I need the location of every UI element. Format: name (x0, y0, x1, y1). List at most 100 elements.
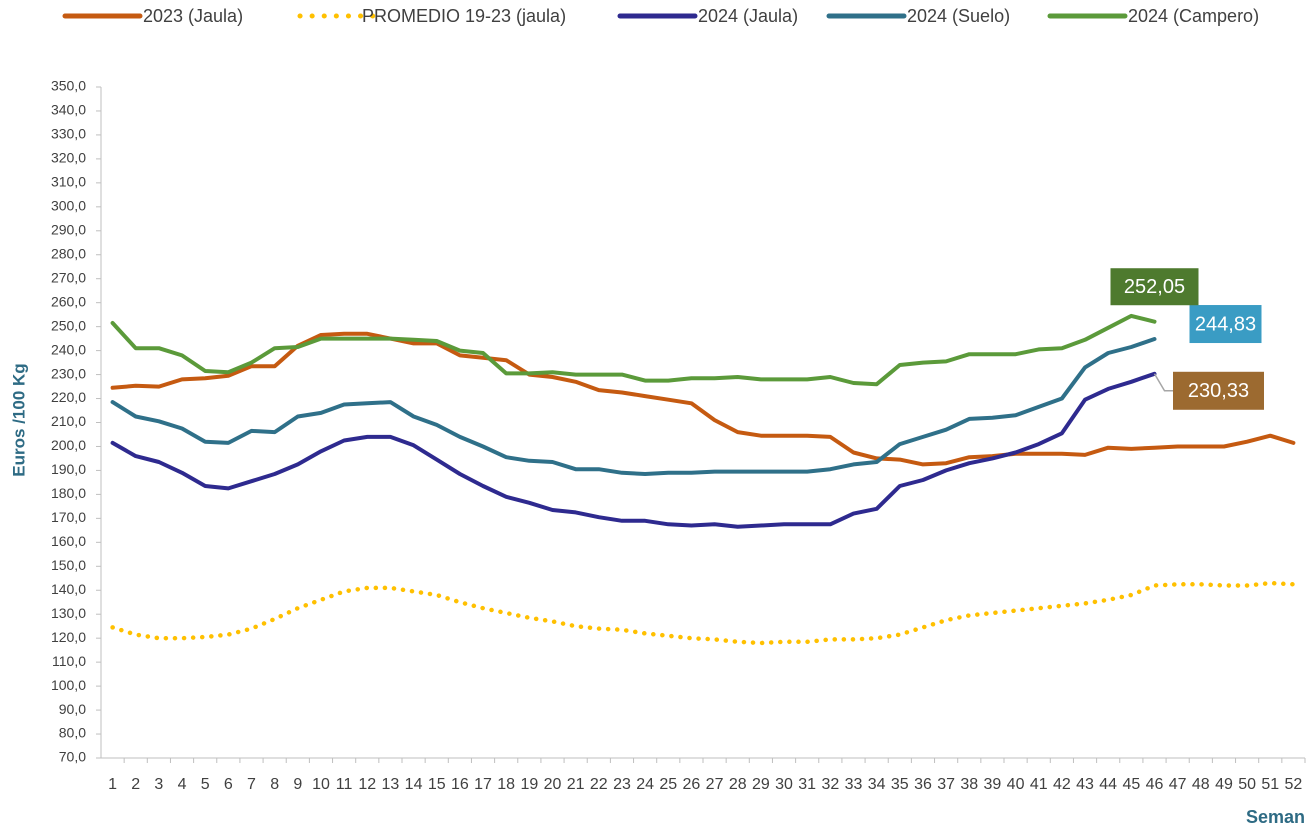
series-line (110, 371, 1157, 529)
x-tick-label: 38 (960, 776, 978, 793)
value-label-box (1189, 305, 1262, 344)
x-tick-label: 1 (108, 776, 117, 793)
x-tick-label: 28 (729, 776, 747, 793)
legend-label: 2024 (Campero) (1128, 6, 1259, 26)
series-line (110, 313, 1157, 387)
y-tick-label: 280,0 (51, 245, 86, 261)
y-tick-label: 300,0 (51, 198, 86, 214)
x-tick-label: 4 (178, 776, 187, 793)
x-tick-label: 31 (798, 776, 816, 793)
y-tick-label: 250,0 (51, 317, 86, 333)
x-tick-label: 16 (451, 776, 469, 793)
x-tick-label: 51 (1261, 776, 1279, 793)
value-label-box (1173, 371, 1264, 410)
x-tick-label: 20 (544, 776, 562, 793)
y-tick-label: 350,0 (51, 78, 86, 94)
x-tick-label: 25 (659, 776, 677, 793)
y-tick-label: 270,0 (51, 269, 86, 285)
x-tick-label: 33 (845, 776, 863, 793)
x-tick-label: 39 (984, 776, 1002, 793)
x-tick-label: 50 (1238, 776, 1256, 793)
x-tick-label: 23 (613, 776, 631, 793)
y-axis-title: Euros /100 Kg (9, 363, 28, 476)
y-tick-label: 320,0 (51, 150, 86, 166)
x-tick-label: 52 (1285, 776, 1303, 793)
x-tick-label: 5 (201, 776, 210, 793)
y-tick-label: 180,0 (51, 485, 86, 501)
x-tick-label: 49 (1215, 776, 1233, 793)
x-tick-label: 11 (336, 776, 353, 793)
y-tick-label: 190,0 (51, 461, 86, 477)
x-tick-label: 43 (1076, 776, 1094, 793)
x-tick-label: 12 (358, 776, 376, 793)
x-tick-label: 14 (405, 776, 423, 793)
series-line (110, 331, 1296, 467)
y-tick-label: 240,0 (51, 341, 86, 357)
x-tick-label: 42 (1053, 776, 1071, 793)
x-tick-label: 44 (1099, 776, 1117, 793)
series-line (110, 580, 1296, 646)
legend-label: 2024 (Suelo) (907, 6, 1010, 26)
x-tick-label: 45 (1122, 776, 1140, 793)
x-tick-label: 27 (706, 776, 724, 793)
legend-label: PROMEDIO 19-23 (jaula) (362, 6, 566, 26)
x-tick-label: 22 (590, 776, 608, 793)
x-tick-label: 6 (224, 776, 233, 793)
value-label: 252,05 (1124, 276, 1185, 298)
y-tick-label: 200,0 (51, 437, 86, 453)
value-label: 244,83 (1195, 313, 1256, 335)
y-tick-label: 260,0 (51, 293, 86, 309)
y-tick-label: 150,0 (51, 557, 86, 573)
x-tick-label: 19 (520, 776, 538, 793)
series-line (110, 337, 1157, 476)
x-tick-label: 7 (247, 776, 256, 793)
legend-label: 2024 (Jaula) (698, 6, 798, 26)
y-tick-label: 100,0 (51, 677, 86, 693)
y-tick-label: 230,0 (51, 365, 86, 381)
x-tick-label: 15 (428, 776, 446, 793)
x-axis-title: Seman (1246, 807, 1305, 827)
y-tick-label: 140,0 (51, 581, 86, 597)
y-tick-label: 210,0 (51, 413, 86, 429)
x-tick-label: 24 (636, 776, 654, 793)
x-tick-label: 26 (683, 776, 701, 793)
x-tick-label: 47 (1169, 776, 1187, 793)
x-tick-label: 13 (382, 776, 400, 793)
y-tick-label: 220,0 (51, 389, 86, 405)
y-tick-label: 160,0 (51, 533, 86, 549)
x-tick-label: 36 (914, 776, 932, 793)
value-label-box (1110, 268, 1199, 306)
x-tick-label: 18 (497, 776, 515, 793)
y-tick-label: 120,0 (51, 629, 86, 645)
x-tick-label: 40 (1007, 776, 1025, 793)
y-tick-label: 170,0 (51, 509, 86, 525)
x-tick-label: 3 (154, 776, 163, 793)
x-tick-label: 21 (567, 776, 585, 793)
x-tick-label: 9 (293, 776, 302, 793)
x-tick-label: 48 (1192, 776, 1210, 793)
x-tick-label: 8 (270, 776, 279, 793)
y-tick-label: 340,0 (51, 102, 86, 118)
y-tick-label: 330,0 (51, 126, 86, 142)
y-tick-label: 90,0 (59, 701, 86, 717)
y-tick-label: 290,0 (51, 221, 86, 237)
y-tick-label: 310,0 (51, 174, 86, 190)
x-tick-label: 32 (821, 776, 839, 793)
x-tick-label: 29 (752, 776, 770, 793)
x-tick-label: 2 (131, 776, 140, 793)
x-tick-label: 37 (937, 776, 955, 793)
x-tick-label: 35 (891, 776, 909, 793)
x-tick-label: 10 (312, 776, 330, 793)
leader-line (1153, 373, 1173, 392)
x-tick-label: 46 (1146, 776, 1164, 793)
x-tick-label: 34 (868, 776, 886, 793)
x-tick-label: 30 (775, 776, 793, 793)
y-tick-label: 80,0 (59, 725, 86, 741)
x-tick-label: 17 (474, 776, 492, 793)
x-tick-label: 41 (1030, 776, 1048, 793)
value-label: 230,33 (1188, 380, 1249, 402)
y-tick-label: 130,0 (51, 605, 86, 621)
legend-label: 2023 (Jaula) (143, 6, 243, 26)
